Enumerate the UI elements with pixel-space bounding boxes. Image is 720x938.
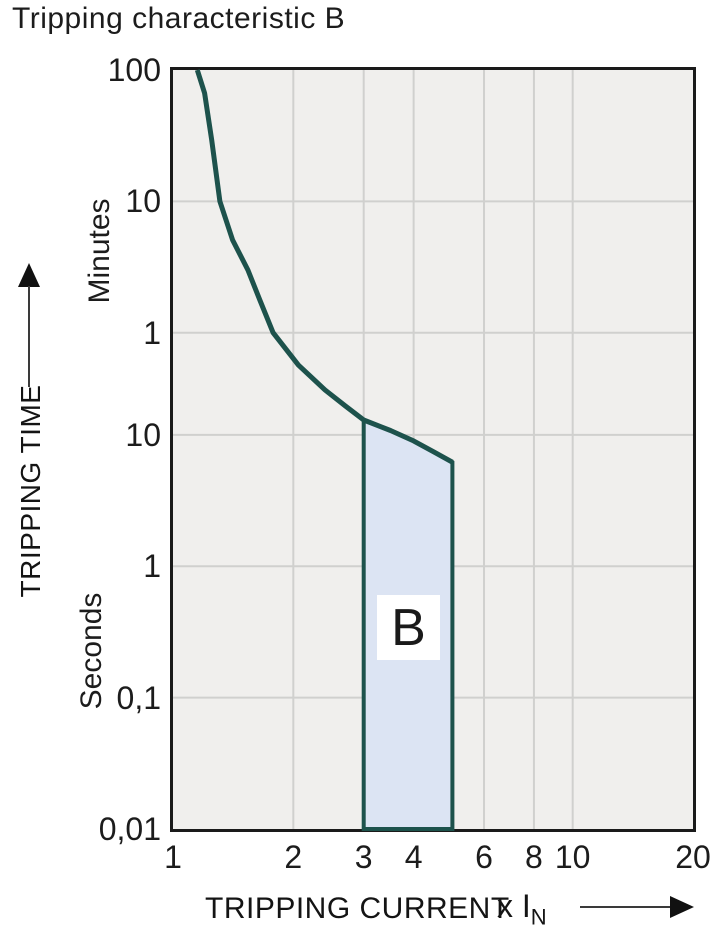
x-axis-title: TRIPPING CURRENT xyxy=(205,892,510,925)
y-tick-label: 0,1 xyxy=(116,679,161,716)
y-axis-arrow-up-icon xyxy=(18,263,40,287)
x-axis-unit: x IN xyxy=(497,888,547,930)
y-tick-label: 1 xyxy=(143,548,161,585)
chart-title: Tripping characteristic B xyxy=(12,2,346,35)
x-axis-arrow-right-icon xyxy=(670,896,694,918)
region-label: B xyxy=(391,598,426,657)
x-tick-label: 3 xyxy=(354,839,373,875)
plot-area xyxy=(170,67,696,832)
x-tick-label: 2 xyxy=(284,839,303,875)
y-tick-label: 0,01 xyxy=(98,811,161,847)
x-tick-label: 20 xyxy=(675,839,711,875)
x-tick-label: 10 xyxy=(554,839,591,875)
x-axis-arrow-line xyxy=(580,906,674,908)
x-tick-label: 1 xyxy=(164,839,182,875)
tripping-time-upper-limit-curve xyxy=(194,69,454,465)
x-tick-label: 8 xyxy=(525,839,543,875)
chart-canvas xyxy=(173,69,693,831)
region-label-box: B xyxy=(377,595,440,660)
y-tick-label: 1 xyxy=(143,314,161,351)
x-axis-unit-subscript: N xyxy=(530,904,547,930)
x-axis-unit-symbol: x I xyxy=(497,888,531,924)
x-tick-label: 4 xyxy=(404,839,423,875)
y-tick-label: 10 xyxy=(125,183,161,220)
x-tick-label: 6 xyxy=(475,839,493,875)
y-tick-label: 100 xyxy=(107,52,161,88)
y-tick-label: 10 xyxy=(125,416,161,453)
y-axis-arrow-line xyxy=(28,286,30,387)
